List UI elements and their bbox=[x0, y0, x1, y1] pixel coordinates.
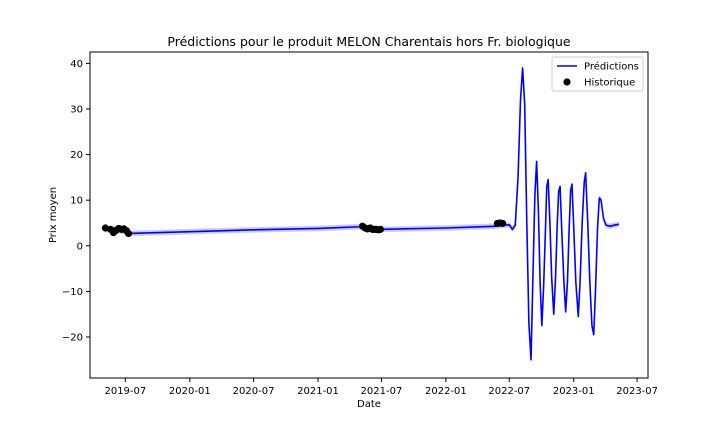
plot-area bbox=[101, 65, 620, 363]
y-tick-label: 40 bbox=[70, 59, 83, 70]
x-tick-label: 2023-01 bbox=[553, 386, 595, 397]
axes: 2019-07 2020-01 2020-07 2021-01 2021-07 2022-… bbox=[62, 51, 658, 397]
legend-dot-swatch bbox=[563, 78, 571, 86]
historique-point bbox=[124, 229, 133, 238]
x-tick-label: 2020-07 bbox=[233, 386, 275, 397]
x-tick-label: 2022-07 bbox=[488, 386, 530, 397]
legend-label: Historique bbox=[584, 78, 635, 89]
y-tick-label: −10 bbox=[62, 287, 83, 298]
y-tick-label: 0 bbox=[77, 241, 83, 252]
chart-title: Prédictions pour le produit MELON Charen… bbox=[167, 34, 571, 49]
prediction-line bbox=[103, 67, 620, 361]
y-tick-label: −20 bbox=[62, 332, 83, 343]
y-axis-label: Prix moyen bbox=[48, 187, 59, 243]
legend-label: Prédictions bbox=[584, 61, 639, 73]
y-tick-label: 10 bbox=[70, 196, 83, 207]
x-tick-label: 2021-01 bbox=[297, 386, 339, 397]
x-tick-label: 2019-07 bbox=[104, 386, 146, 397]
legend: Prédictions Historique bbox=[551, 56, 644, 92]
x-tick-label: 2022-01 bbox=[425, 386, 467, 397]
axes-frame bbox=[89, 51, 649, 379]
y-tick-label: 30 bbox=[70, 104, 83, 115]
historique-point bbox=[376, 225, 384, 233]
x-axis-label: Date bbox=[357, 399, 381, 410]
historique-point bbox=[499, 219, 507, 228]
x-tick-label: 2020-01 bbox=[169, 386, 211, 397]
y-tick-label: 20 bbox=[70, 150, 83, 161]
x-tick-label: 2023-07 bbox=[616, 386, 658, 397]
x-tick-label: 2021-07 bbox=[361, 386, 403, 397]
